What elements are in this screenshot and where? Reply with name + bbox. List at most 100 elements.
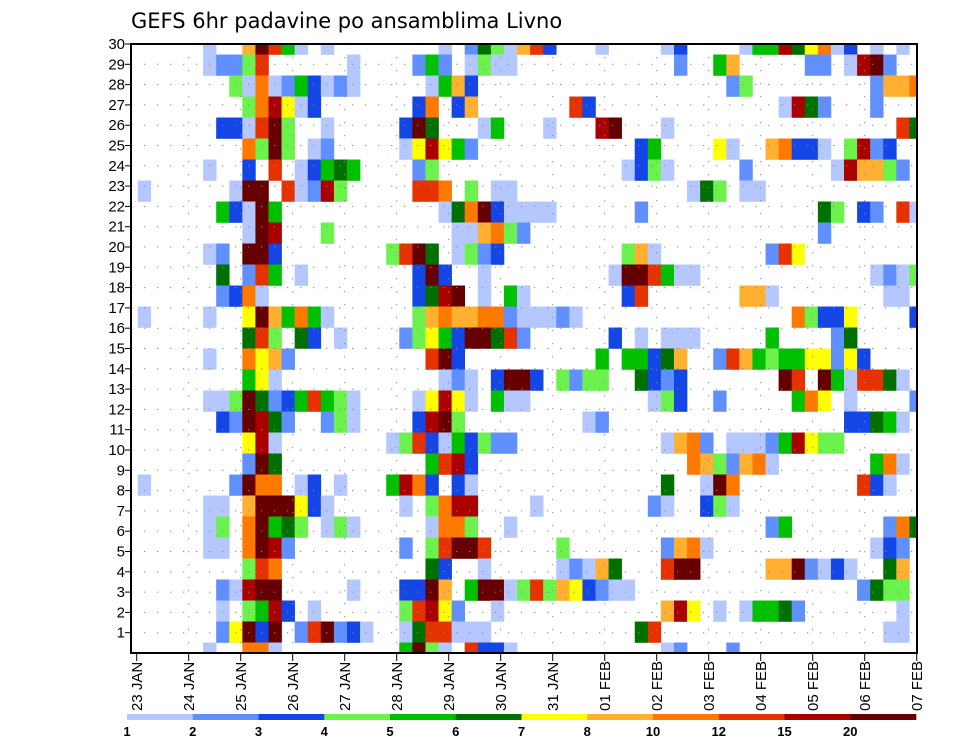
heatmap-cell [634,264,649,286]
heatmap-cell [451,600,465,622]
heatmap-cell [660,537,675,559]
heatmap-cell [412,243,426,265]
x-tick-label: 07 FEB [909,661,926,711]
heatmap-cell [425,96,439,118]
heatmap-cell [503,516,518,538]
heatmap-cell [255,44,269,55]
heatmap-cell [687,600,701,622]
legend-label: 4 [321,724,329,739]
heatmap-cell [765,432,779,454]
heatmap-cell [778,243,792,265]
legend-label: 12 [712,724,726,739]
heatmap-cell [412,642,426,653]
heatmap-cell [595,348,609,370]
heatmap-cell [412,579,426,601]
heatmap-cell [399,327,413,349]
heatmap-cell [765,327,779,349]
heatmap-cell [268,348,282,370]
heatmap-cell [281,600,295,622]
heatmap-cell [242,159,256,181]
heatmap-cell [634,159,649,181]
legend-swatch [455,714,522,720]
heatmap-cell [203,495,217,517]
heatmap-cell [778,600,792,622]
heatmap-cell [530,579,544,601]
heatmap-cell [647,621,662,643]
heatmap-cell [621,348,636,370]
y-tick-label: 26 [108,117,125,134]
heatmap-cell [451,75,465,97]
heatmap-cell [503,306,518,328]
heatmap-cell [294,44,309,55]
heatmap-cell [817,558,832,580]
heatmap-cell [346,621,361,643]
heatmap-cell [242,558,256,580]
heatmap-cell [791,306,806,328]
heatmap-cell [896,621,910,643]
heatmap-cell [752,432,766,454]
heatmap-cell [739,285,753,307]
heatmap-cell [883,537,897,559]
heatmap-cell [765,558,779,580]
heatmap-cell [909,264,917,286]
heatmap-cell [582,558,596,580]
heatmap-cell [660,44,675,55]
heatmap-cell [517,201,531,223]
heatmap-cell [451,96,465,118]
heatmap-cell [647,138,662,160]
heatmap-cell [870,75,884,97]
heatmap-cell [425,432,439,454]
heatmap-cell [556,306,570,328]
heatmap-cell [543,306,557,328]
heatmap-cell [229,411,243,433]
x-tick-label: 06 FEB [857,661,874,711]
heatmap-cell [883,264,897,286]
heatmap-cell [294,264,309,286]
heatmap-cell [216,621,230,643]
heatmap-cell [595,44,609,55]
heatmap-cell [634,369,649,391]
heatmap-cell [870,369,884,391]
heatmap-cell [896,285,910,307]
heatmap-cell [320,138,335,160]
heatmap-cell [281,75,295,97]
heatmap-cell [896,579,910,601]
heatmap-cell [883,474,897,496]
heatmap-cell [203,537,217,559]
heatmap-cell [883,54,897,76]
heatmap-cell [255,516,269,538]
heatmap-cell [543,201,557,223]
heatmap-cell [660,642,675,653]
heatmap-cell [477,621,492,643]
x-tick-label: 28 JAN [389,662,406,711]
heatmap-cell [673,264,688,286]
heatmap-cell [464,44,479,55]
heatmap-cell [883,159,897,181]
heatmap-cell [346,579,361,601]
heatmap-cell [608,264,622,286]
heatmap-cell [242,44,256,55]
heatmap-cell [673,54,688,76]
heatmap-cell [216,243,230,265]
heatmap-cell [242,222,256,244]
heatmap-cell [569,369,583,391]
heatmap-cell [844,411,858,433]
heatmap-cell [739,432,753,454]
heatmap-cell [242,180,256,202]
heatmap-cell [477,579,492,601]
heatmap-cell [216,516,230,538]
heatmap-cell [438,138,452,160]
heatmap-cell [137,306,152,328]
heatmap-cell [647,264,662,286]
heatmap-cell [242,54,256,76]
heatmap-cell [817,306,832,328]
heatmap-cell [569,558,583,580]
x-tick-label: 25 JAN [233,662,250,711]
x-tick-label: 24 JAN [181,662,198,711]
heatmap-cell [399,642,413,653]
heatmap-cell [399,579,413,601]
heatmap-cell [647,369,662,391]
heatmap-cell [896,264,910,286]
heatmap-cell [870,474,884,496]
heatmap-cell [490,369,505,391]
